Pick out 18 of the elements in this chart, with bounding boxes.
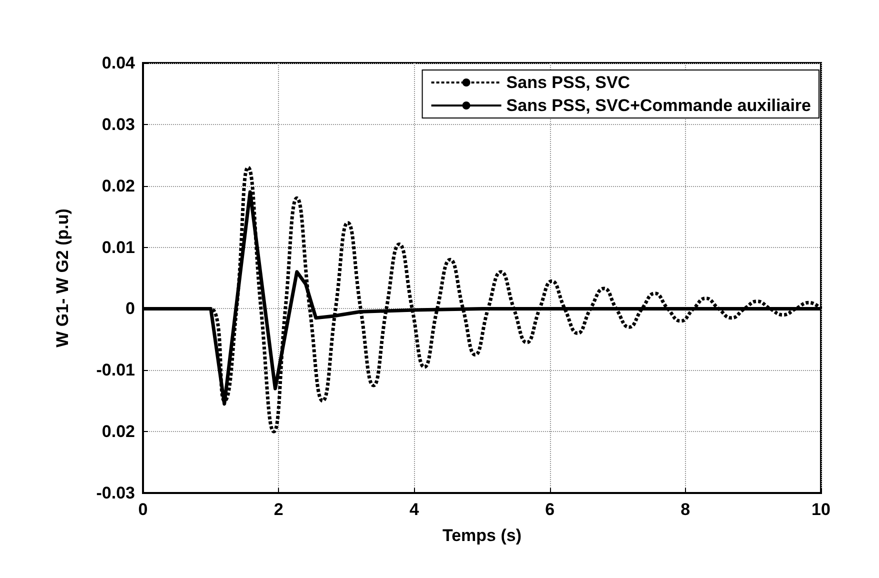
x-tick-label: 4	[409, 500, 420, 519]
y-tick-label: 0	[126, 299, 135, 318]
x-tick-label: 8	[680, 500, 690, 519]
y-tick-label: 0.02	[102, 176, 135, 196]
x-axis-title: Temps (s)	[442, 526, 522, 545]
x-tick-label: 2	[274, 500, 284, 519]
y-tick-label: 0.04	[102, 54, 136, 72]
x-tick-label: 6	[545, 500, 555, 519]
legend-label: Sans PSS, SVC+Commande auxiliaire	[506, 96, 812, 115]
y-tick-label: -0.03	[96, 484, 135, 502]
y-tick-label: 0.02	[102, 422, 135, 442]
legend-label: Sans PSS, SVC	[506, 73, 630, 92]
y-tick-label: 0.03	[102, 114, 135, 134]
y-axis-title: W G1- W G2 (p.u)	[53, 208, 72, 348]
x-tick-label: 0	[138, 500, 148, 519]
y-tick-label: -0.01	[96, 360, 135, 380]
y-tick-label: 0.01	[102, 238, 135, 257]
x-tick-label: 10	[812, 500, 830, 519]
